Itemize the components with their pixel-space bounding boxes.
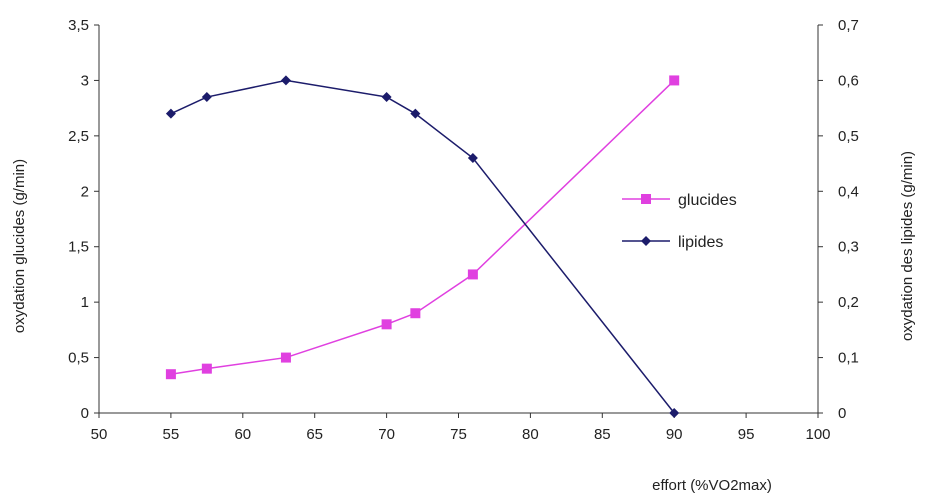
x-tick-label: 85 xyxy=(594,426,611,443)
data-point-lipides xyxy=(410,108,421,119)
y-left-tick-label: 3 xyxy=(81,72,89,89)
legend-label-glucides: glucides xyxy=(678,192,737,209)
y-right-tick-label: 0,7 xyxy=(838,17,859,34)
x-tick-label: 65 xyxy=(306,426,323,443)
y-right-tick-label: 0,4 xyxy=(838,183,859,200)
data-point-glucides xyxy=(201,363,212,374)
data-point-glucides xyxy=(669,75,680,86)
legend-label-lipides: lipides xyxy=(678,234,723,251)
data-point-lipides xyxy=(669,408,680,418)
data-point-lipides xyxy=(381,92,392,103)
x-tick-label: 70 xyxy=(378,426,395,443)
data-point-lipides xyxy=(467,153,478,164)
legend-marker-lipides xyxy=(641,236,651,246)
y-left-tick-label: 1,5 xyxy=(68,239,89,256)
y-right-tick-label: 0 xyxy=(838,405,846,422)
x-tick-label: 75 xyxy=(450,426,467,443)
legend-marker-glucides xyxy=(641,194,651,204)
data-point-glucides xyxy=(381,319,392,330)
data-point-glucides xyxy=(165,369,176,380)
x-tick-label: 100 xyxy=(805,426,830,443)
x-axis-label: effort (%VO2max) xyxy=(652,477,772,494)
y-left-tick-label: 0,5 xyxy=(68,350,89,367)
y-left-tick-label: 1 xyxy=(81,294,89,311)
x-tick-label: 90 xyxy=(666,426,683,443)
series-line-glucides xyxy=(170,79,675,375)
data-point-lipides xyxy=(280,75,291,86)
x-tick-label: 55 xyxy=(163,426,180,443)
x-tick-label: 60 xyxy=(234,426,251,443)
y-right-tick-label: 0,3 xyxy=(838,239,859,256)
y-left-tick-label: 3,5 xyxy=(68,17,89,34)
series-layer xyxy=(165,75,680,418)
data-point-glucides xyxy=(410,308,421,319)
x-tick-label: 80 xyxy=(522,426,539,443)
data-point-lipides xyxy=(201,92,212,103)
y-right-tick-label: 0,6 xyxy=(838,72,859,89)
y-axis-right-label: oxydation des lipides (g/min) xyxy=(899,151,916,341)
y-left-tick-label: 0 xyxy=(81,405,89,422)
y-left-tick-label: 2,5 xyxy=(68,128,89,145)
legend: glucides lipides xyxy=(622,192,737,251)
data-point-lipides xyxy=(165,108,176,119)
data-point-glucides xyxy=(467,269,478,280)
x-tick-label: 95 xyxy=(738,426,755,443)
y-left-tick-label: 2 xyxy=(81,183,89,200)
y-right-tick-label: 0,1 xyxy=(838,350,859,367)
x-tick-label: 50 xyxy=(91,426,108,443)
y-right-tick-label: 0,5 xyxy=(838,128,859,145)
data-point-glucides xyxy=(280,352,291,363)
y-axis-left-label: oxydation glucides (g/min) xyxy=(11,159,28,333)
y-right-tick-label: 0,2 xyxy=(838,294,859,311)
ticks-layer: 50 55 60 65 70 75 80 85 90 95 100 0 0,5 1 1,5 2 2,5 3 3,5 0… xyxy=(68,17,859,443)
